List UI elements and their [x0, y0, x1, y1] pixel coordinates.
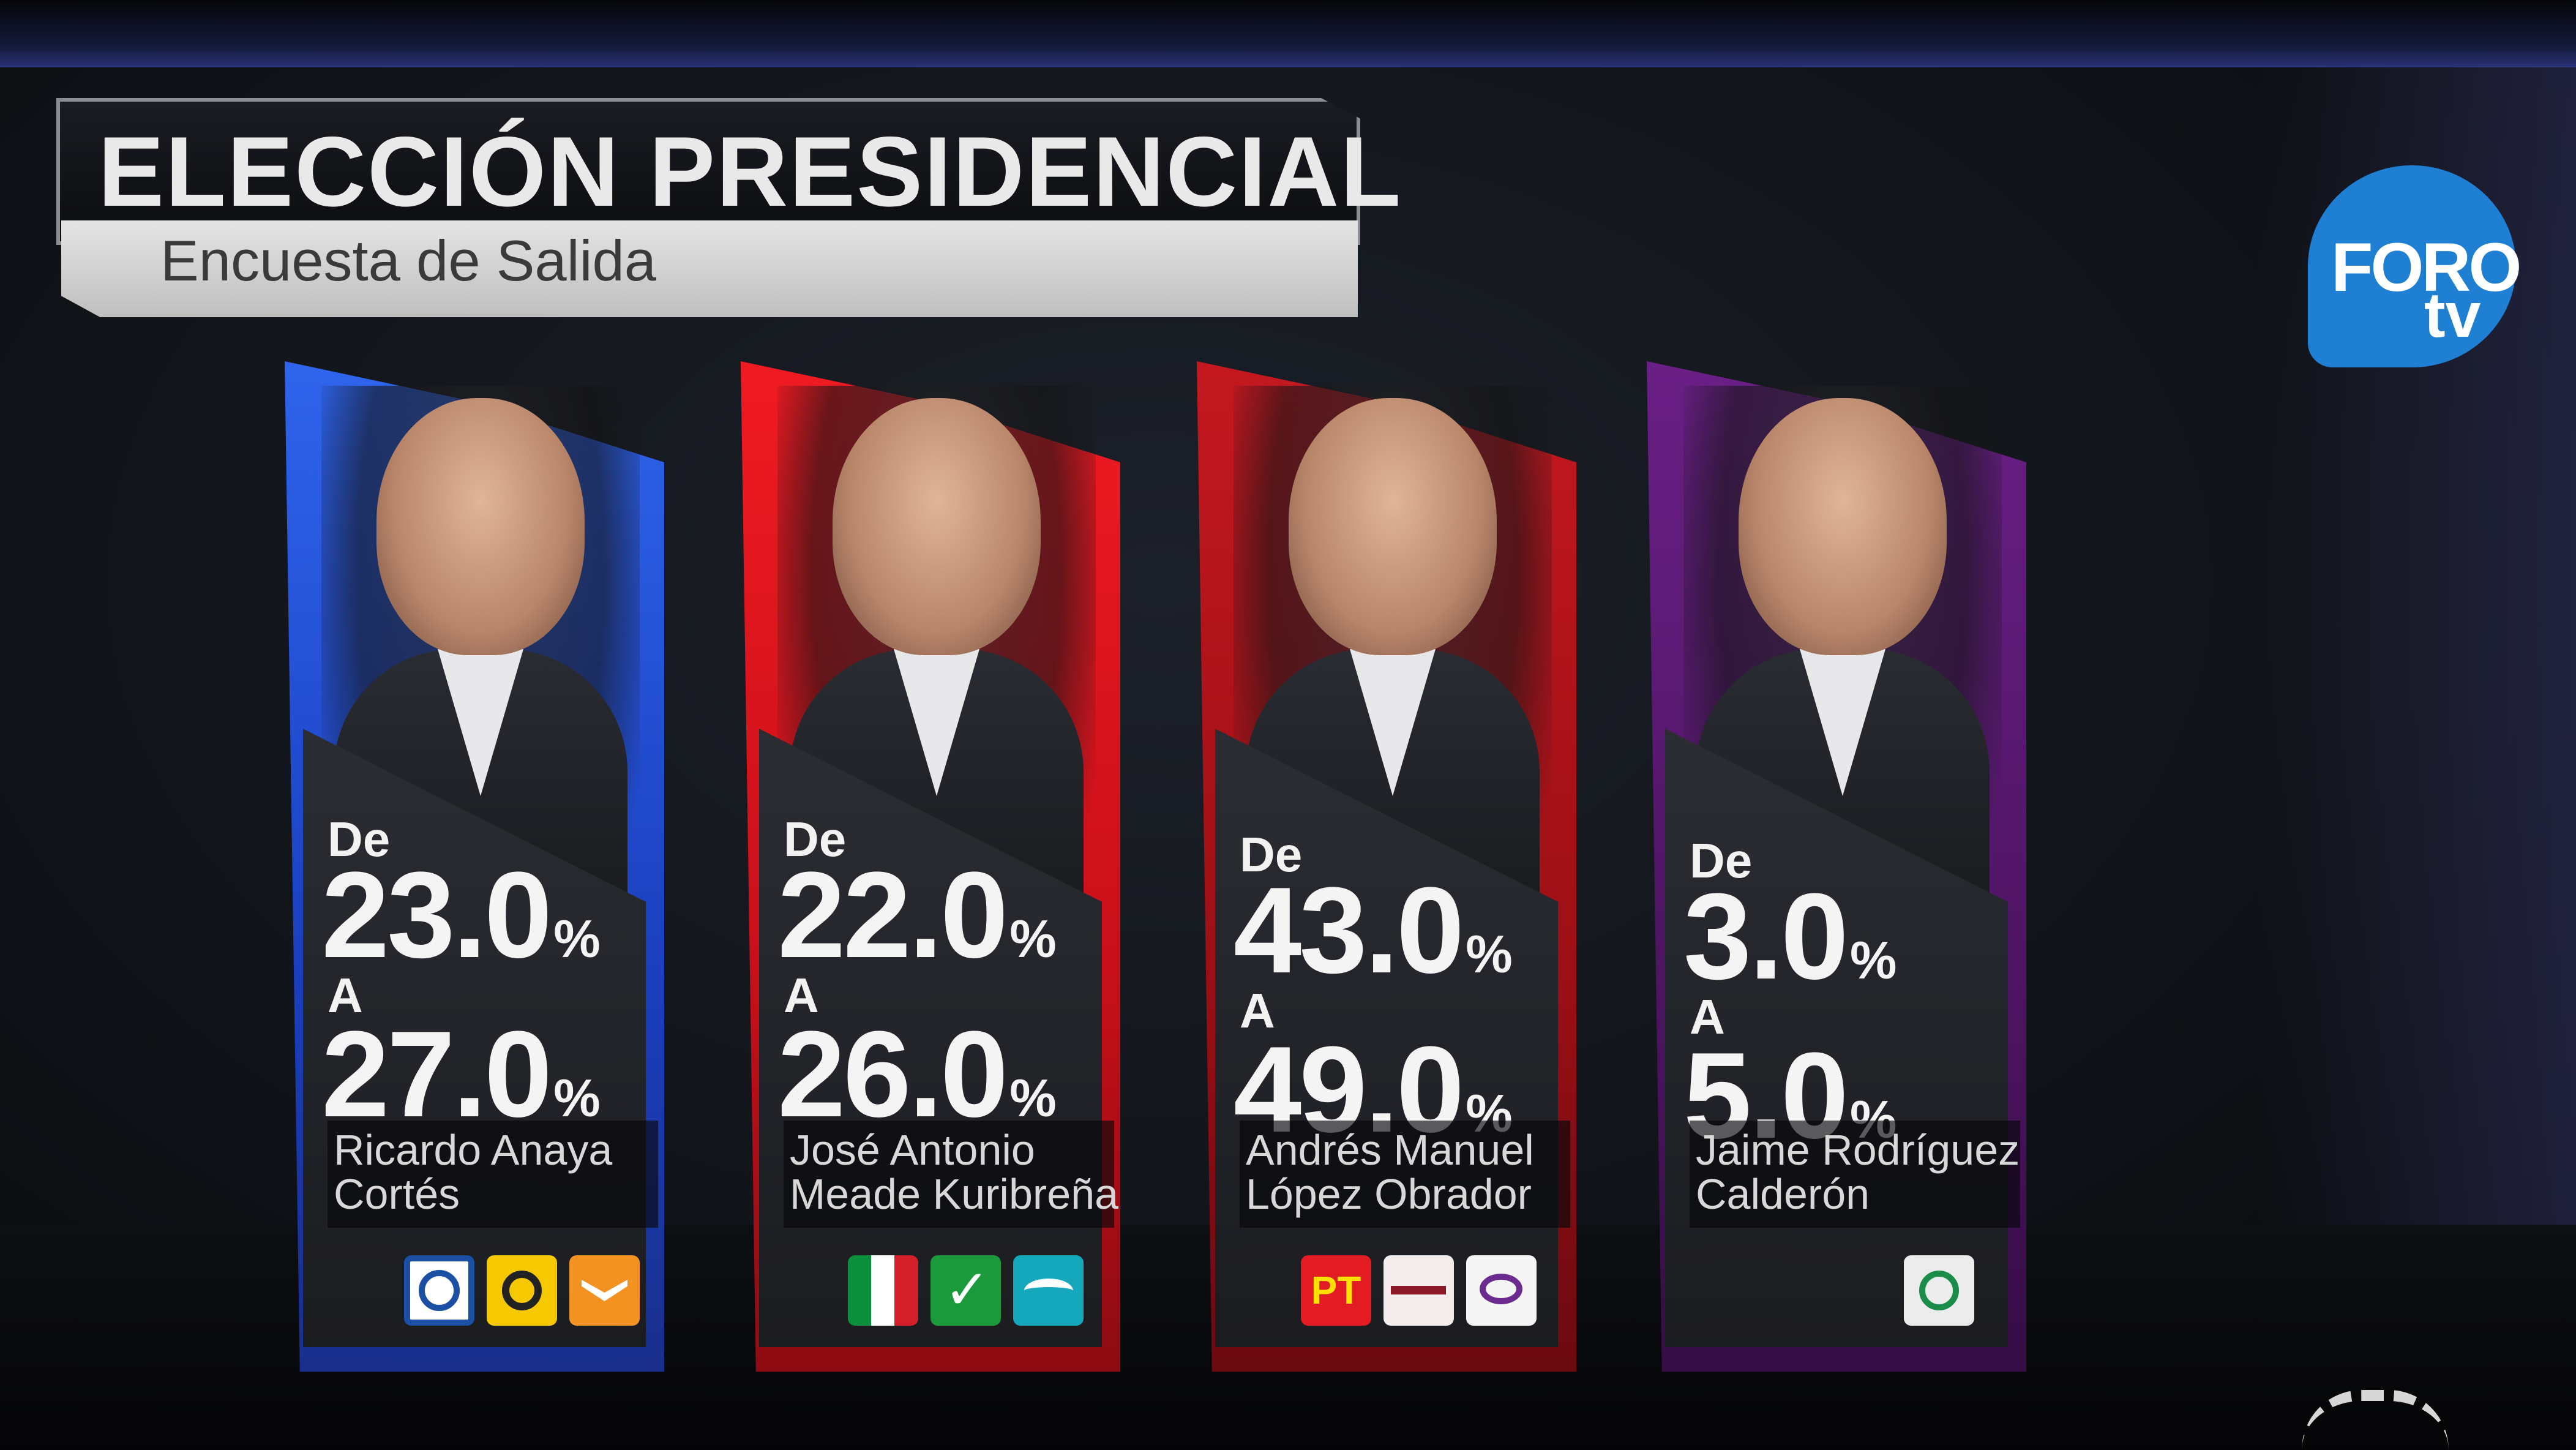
logo-foro-text: FORO [2331, 229, 2522, 306]
candidate-name: Ricardo Anaya Cortés [334, 1126, 613, 1218]
nueva-alianza-logo-icon [1013, 1255, 1084, 1326]
page-subtitle: Encuesta de Salida [160, 228, 657, 293]
pvem-logo-icon [930, 1255, 1001, 1326]
candidate-name: Andrés Manuel López Obrador [1246, 1126, 1534, 1218]
from-label: De [1690, 833, 1753, 888]
candidate-head [1289, 398, 1497, 655]
from-label: De [328, 812, 391, 866]
top-band [0, 0, 2576, 67]
name-box [784, 1121, 1114, 1228]
prd-logo-icon [487, 1255, 557, 1326]
from-label: De [784, 812, 847, 866]
name-box [1240, 1121, 1570, 1228]
name-box [1690, 1121, 2020, 1228]
from-value: 23.0% [321, 847, 601, 983]
name-box [328, 1121, 658, 1228]
candidate-card-rodriguez: De 3.0% A 5.0% Jaime Rodríguez Calderón [1647, 361, 2026, 1372]
candidate-name: José Antonio Meade Kuribreña [790, 1126, 1118, 1218]
candidate-name: Jaime Rodríguez Calderón [1696, 1126, 2020, 1218]
forotv-logo [2308, 165, 2516, 367]
pri-logo-icon [848, 1255, 918, 1326]
to-label: A [1690, 990, 1725, 1044]
to-label: A [784, 968, 819, 1023]
independiente-logo-icon [1904, 1255, 1974, 1326]
pes-logo-icon [1466, 1255, 1537, 1326]
from-value: 22.0% [777, 847, 1057, 983]
morena-logo-icon [1383, 1255, 1454, 1326]
to-value: 27.0% [321, 1006, 601, 1143]
candidate-head [833, 398, 1041, 655]
candidate-card-anaya: De 23.0% A 27.0% Ricardo Anaya Cortés [285, 361, 664, 1372]
candidate-card-meade: De 22.0% A 26.0% José Antonio Meade Kurib… [741, 361, 1120, 1372]
to-label: A [328, 968, 363, 1023]
from-label: De [1240, 827, 1303, 882]
pan-logo-icon [404, 1255, 474, 1326]
candidate-card-lopez-obrador: De 43.0% A 49.0% Andrés Manuel López Obra… [1197, 361, 1576, 1372]
from-value: 3.0% [1683, 868, 1897, 1005]
to-value: 26.0% [777, 1006, 1057, 1143]
pt-logo-icon: PT [1301, 1255, 1371, 1326]
to-label: A [1240, 983, 1275, 1038]
subtitle-banner [61, 220, 1358, 317]
movimiento-ciudadano-logo-icon [569, 1255, 640, 1326]
logo-tv-text: tv [2424, 280, 2481, 351]
candidate-head [376, 398, 585, 655]
page-title: ELECCIÓN PRESIDENCIAL [98, 116, 1402, 227]
from-value: 43.0% [1234, 862, 1513, 999]
candidate-head [1739, 398, 1947, 655]
